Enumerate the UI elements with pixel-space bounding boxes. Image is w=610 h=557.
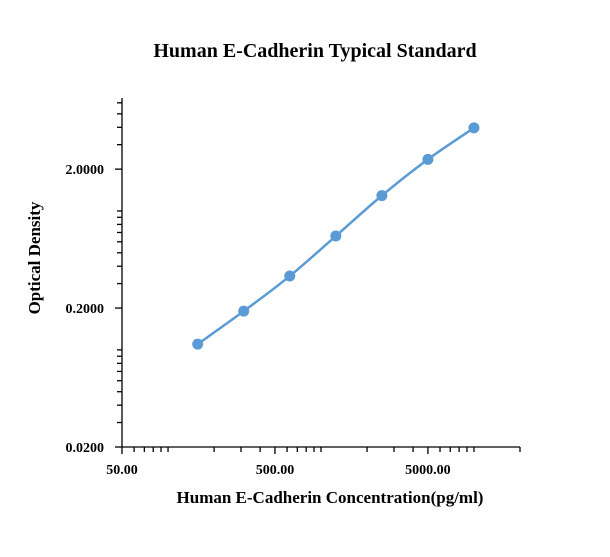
x-tick-label: 50.00 [106,463,138,478]
x-tick-label: 5000.00 [405,463,451,478]
data-point [422,153,434,165]
y-tick-label: 2.0000 [66,163,105,178]
data-point [284,270,296,282]
data-point [376,190,388,202]
plot-layer [192,122,480,350]
ticks-layer: 50.00 500.00 5000.00 0.0200 0.2000 2.0000 [66,102,521,478]
data-point [330,230,342,242]
x-axis-label: Human E-Cadherin Concentration(pg/ml) [177,488,484,507]
y-tick-label: 0.2000 [66,302,105,317]
y-tick-label: 0.0200 [66,441,105,456]
data-point [238,305,250,317]
data-point [468,122,480,134]
chart-title: Human E-Cadherin Typical Standard [153,40,476,62]
x-tick-label: 500.00 [256,463,295,478]
data-point [192,338,204,350]
y-axis-label: Optical Density [25,201,44,314]
